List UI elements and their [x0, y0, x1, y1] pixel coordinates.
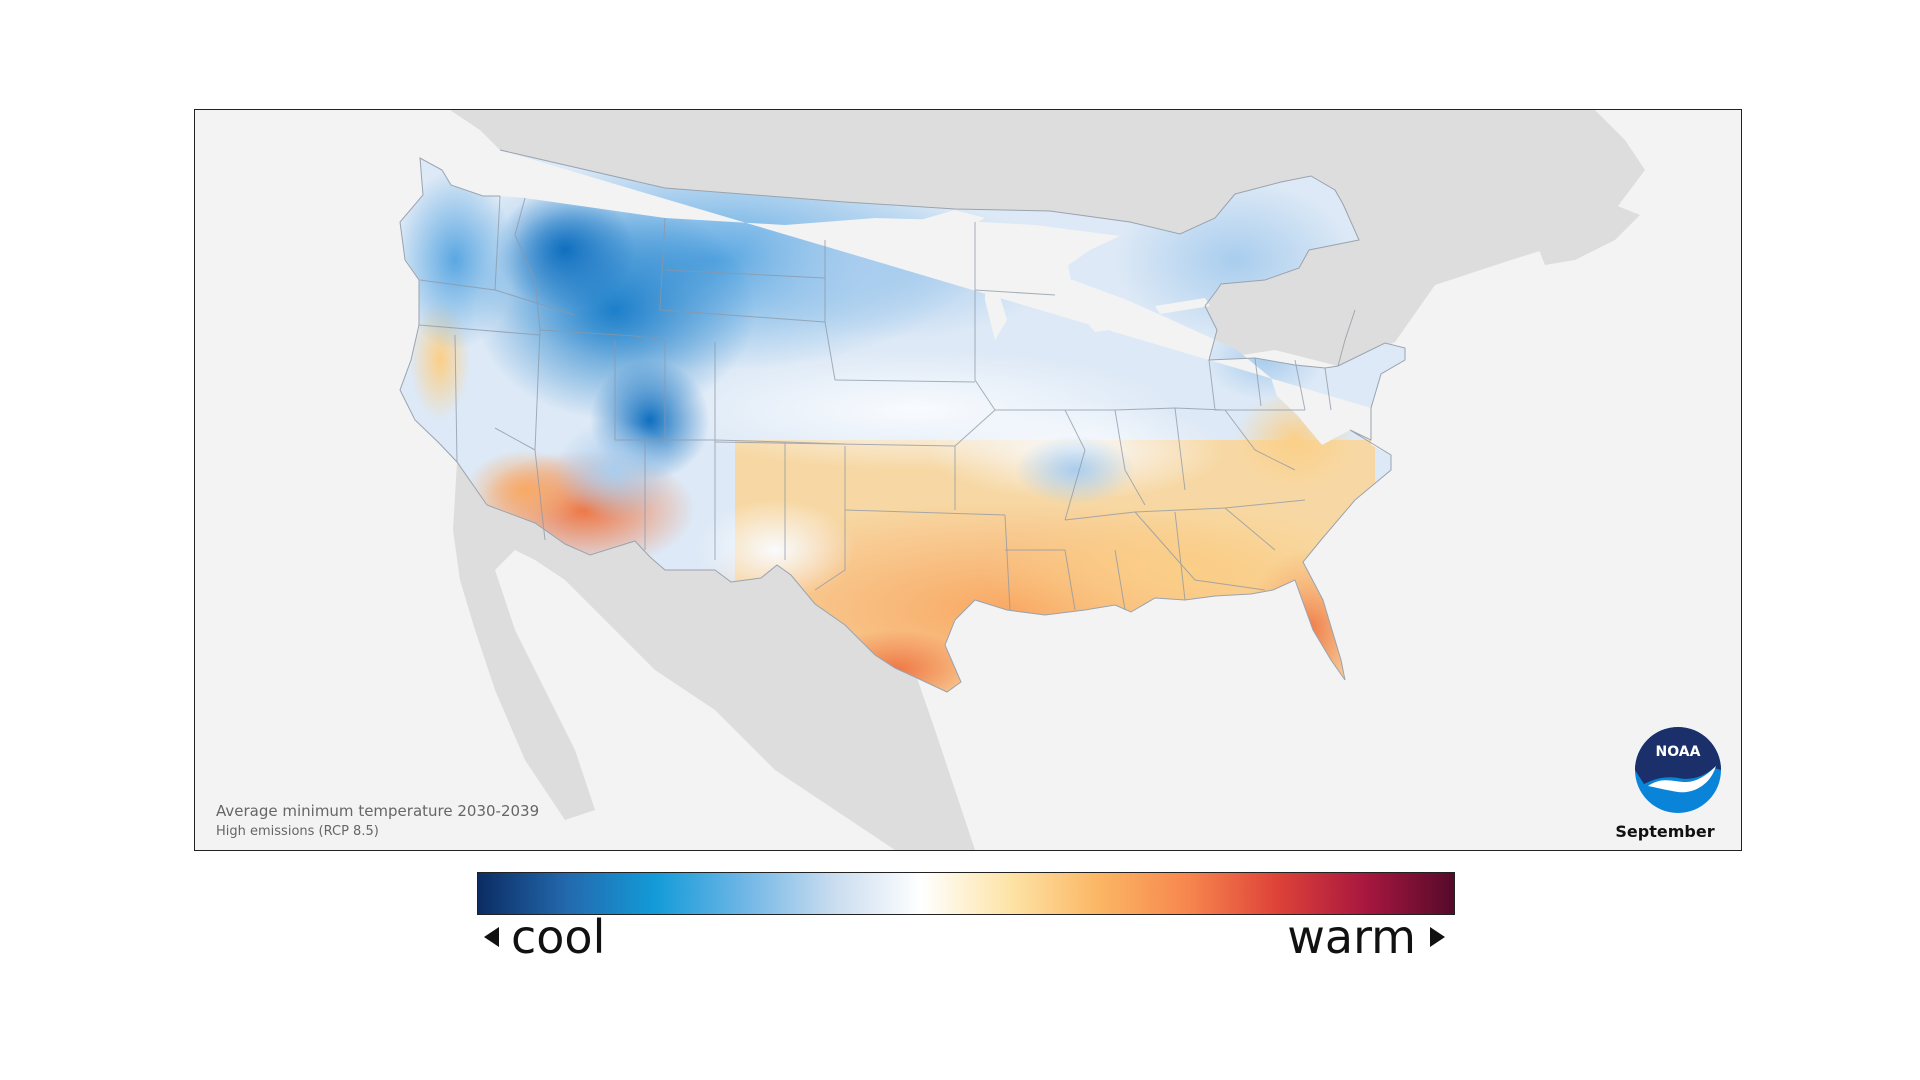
noaa-logo: NOAA	[1635, 727, 1721, 813]
right-arrow-icon	[1430, 927, 1445, 947]
great-lakes	[885, 210, 1210, 340]
state-borders	[418, 195, 1356, 611]
map-panel: Average minimum temperature 2030-2039 Hi…	[194, 109, 1742, 851]
svg-text:NOAA: NOAA	[1656, 744, 1701, 760]
map-caption-title: Average minimum temperature 2030-2039	[216, 802, 540, 820]
legend-warm-label: warm	[1287, 910, 1416, 964]
temperature-map	[399, 110, 1645, 850]
map-caption-subtitle: High emissions (RCP 8.5)	[216, 824, 379, 839]
nova-scotia-landmass	[1535, 205, 1640, 265]
us-outline	[399, 149, 1406, 693]
mexico-landmass	[453, 462, 975, 850]
legend-cool: cool	[484, 910, 605, 964]
colorbar	[477, 872, 1455, 915]
canada-landmass	[450, 110, 1645, 366]
legend-warm: warm	[1287, 910, 1445, 964]
legend-cool-label: cool	[511, 910, 606, 964]
left-arrow-icon	[484, 927, 499, 947]
month-label: September	[1615, 822, 1715, 841]
